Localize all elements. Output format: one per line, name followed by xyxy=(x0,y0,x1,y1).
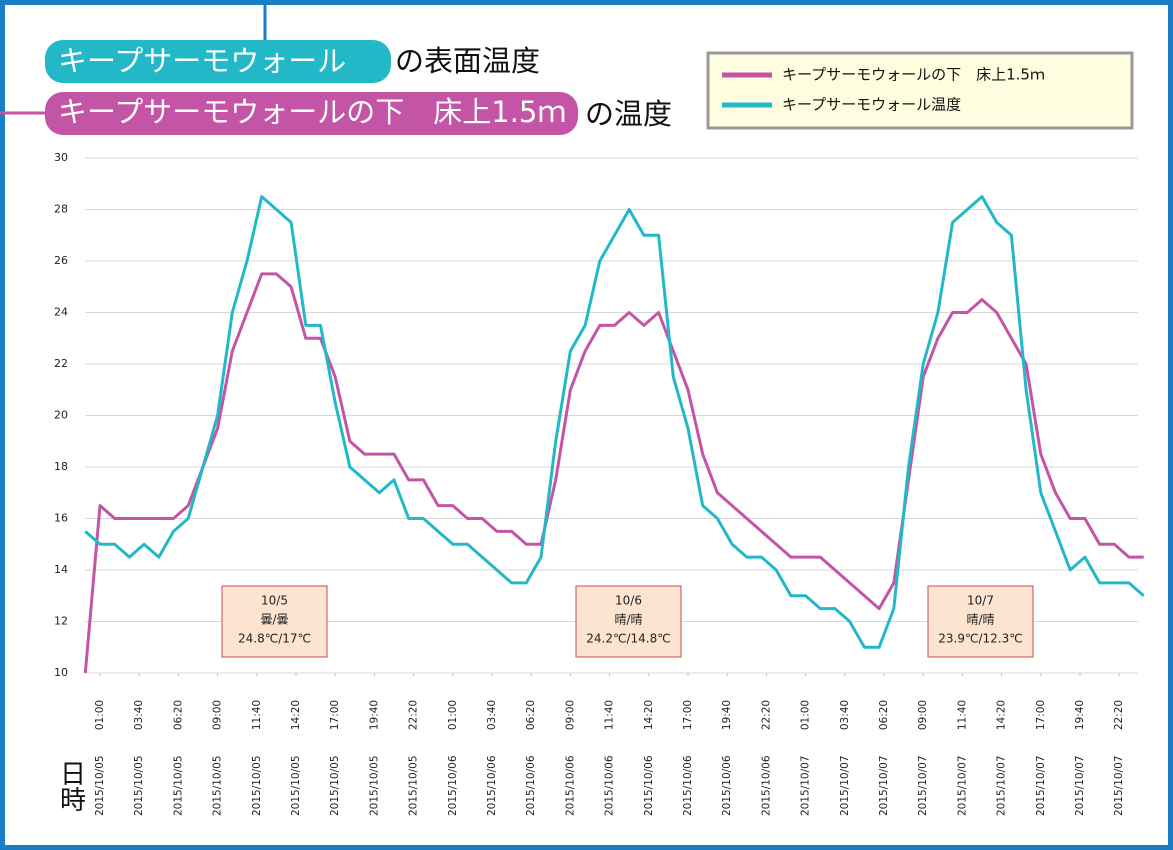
x-axis-label: 日時 xyxy=(56,760,86,812)
x-tick-label: 2015/10/07 14:20 xyxy=(996,700,1008,816)
x-tick-label: 2015/10/07 22:20 xyxy=(1113,700,1125,816)
x-tick-label: 2015/10/05 03:40 xyxy=(133,700,145,816)
y-tick-label: 24 xyxy=(54,306,68,319)
x-tick-label: 2015/10/06 22:20 xyxy=(760,700,772,816)
title-pill xyxy=(45,92,578,135)
x-tick-label: 2015/10/06 19:40 xyxy=(721,700,733,816)
title-highlight: キープサーモウォール xyxy=(58,44,346,78)
x-tick-label: 2015/10/06 03:40 xyxy=(486,700,498,816)
x-tick-label: 2015/10/07 03:40 xyxy=(839,700,851,816)
x-tick-label: 2015/10/07 17:00 xyxy=(1035,700,1047,816)
x-tick-label: 2015/10/07 09:00 xyxy=(917,700,929,816)
annotation-text: 23.9℃/12.3℃ xyxy=(938,632,1022,646)
annotation-box xyxy=(927,585,1034,658)
title-text: の温度 xyxy=(585,97,672,131)
y-tick-label: 26 xyxy=(54,254,68,267)
legend-label: キープサーモウォール温度 xyxy=(782,96,961,114)
series-line xyxy=(83,272,1144,674)
x-tick-label: 2015/10/05 22:20 xyxy=(408,700,420,816)
x-tick-label: 2015/10/06 01:00 xyxy=(447,700,459,816)
title-highlight: キープサーモウォールの下 床上1.5ｍ xyxy=(58,95,566,129)
y-tick-label: 14 xyxy=(54,563,68,576)
x-tick-label: 2015/10/05 14:20 xyxy=(290,700,302,816)
x-tick-label: 2015/10/05 01:00 xyxy=(94,700,106,816)
x-tick-label: 2015/10/06 14:20 xyxy=(643,700,655,816)
x-tick-label: 2015/10/07 11:40 xyxy=(956,700,968,816)
x-tick-label: 2015/10/05 17:00 xyxy=(329,700,341,816)
y-tick-label: 28 xyxy=(54,203,68,216)
annotation-text: 10/7 xyxy=(967,594,994,608)
y-tick-label: 10 xyxy=(54,666,68,679)
x-tick-label: 2015/10/06 09:00 xyxy=(564,700,576,816)
legend-box xyxy=(706,51,1134,130)
legend-label: キープサーモウォールの下 床上1.5ｍ xyxy=(782,66,1045,84)
y-tick-label: 18 xyxy=(54,460,68,473)
annotation-text: 10/5 xyxy=(261,594,288,608)
x-tick-label: 2015/10/06 06:20 xyxy=(525,700,537,816)
x-tick-label: 2015/10/05 09:00 xyxy=(212,700,224,816)
y-tick-label: 30 xyxy=(54,151,68,164)
y-tick-label: 16 xyxy=(54,512,68,525)
y-tick-label: 20 xyxy=(54,409,68,422)
x-tick-label: 2015/10/07 06:20 xyxy=(878,700,890,816)
y-tick-label: 22 xyxy=(54,357,68,370)
x-tick-label: 2015/10/06 11:40 xyxy=(604,700,616,816)
series-line xyxy=(84,195,1145,649)
annotation-text: 10/6 xyxy=(615,594,642,608)
x-tick-label: 2015/10/06 17:00 xyxy=(682,700,694,816)
x-tick-label: 2015/10/05 06:20 xyxy=(172,700,184,816)
x-tick-label: 2015/10/05 19:40 xyxy=(368,700,380,816)
x-tick-label: 2015/10/07 01:00 xyxy=(800,700,812,816)
annotation-box xyxy=(221,585,328,658)
annotation-text: 24.2℃/14.8℃ xyxy=(586,632,670,646)
annotation-text: 晴/晴 xyxy=(966,613,994,627)
x-tick-label: 2015/10/05 11:40 xyxy=(251,700,263,816)
annotation-text: 晴/晴 xyxy=(614,613,642,627)
annotation-text: 24.8℃/17℃ xyxy=(238,632,311,646)
annotation-text: 曇/曇 xyxy=(260,613,288,627)
y-tick-label: 12 xyxy=(54,615,68,628)
x-tick-label: 2015/10/07 19:40 xyxy=(1074,700,1086,816)
annotation-box xyxy=(575,585,682,658)
title-pill xyxy=(45,40,391,83)
title-text: の表面温度 xyxy=(395,44,540,78)
